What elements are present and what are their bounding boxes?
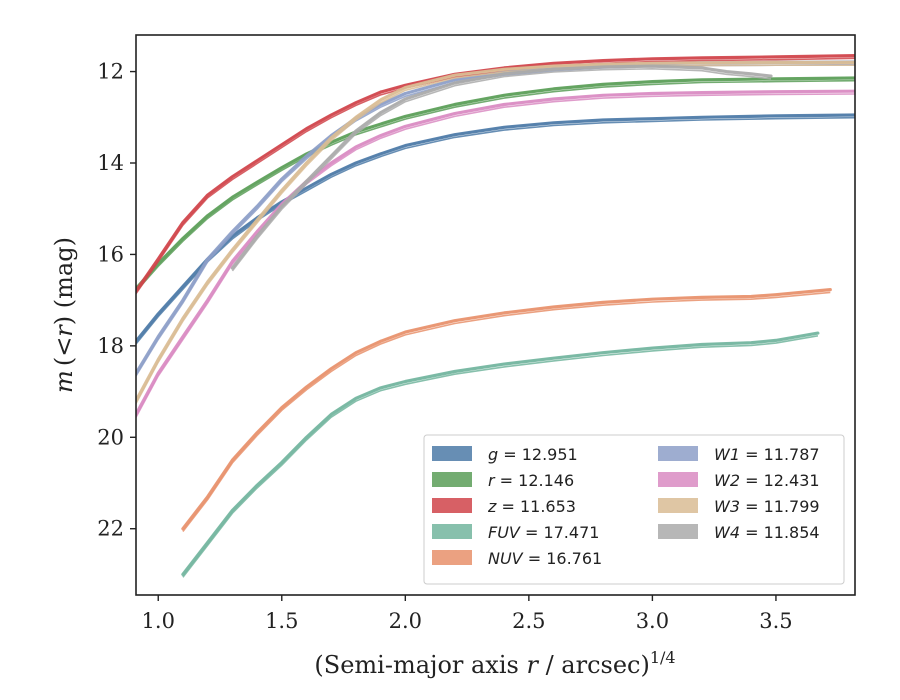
- y-tick-label: 20: [97, 425, 124, 449]
- series-w4: [230, 64, 773, 272]
- x-tick-label: 1.0: [142, 609, 175, 633]
- legend-entry-w1: W1 = 11.787: [658, 445, 820, 464]
- series-line-secondary: [136, 93, 855, 418]
- x-tick-label: 2.5: [512, 609, 545, 633]
- legend-entry-fuv: FUV = 17.471: [432, 523, 599, 542]
- x-axis-ticks: 1.0 1.5 2.0 2.5 3.0 3.5: [142, 595, 793, 633]
- legend-label: z = 11.653: [487, 497, 576, 516]
- series-line: [230, 64, 773, 270]
- y-tick-label: 16: [97, 242, 124, 266]
- x-tick-label: 2.0: [389, 609, 422, 633]
- y-tick-label: 14: [97, 151, 124, 175]
- series-layer: [136, 54, 855, 578]
- legend-label: r = 12.146: [488, 471, 574, 490]
- legend-entry-z: z = 11.653: [432, 497, 576, 516]
- legend-swatch: [432, 498, 472, 513]
- series-z: [136, 54, 855, 295]
- series-line-secondary: [136, 79, 855, 293]
- legend-swatch: [658, 524, 698, 539]
- legend-box: [423, 434, 845, 585]
- legend-swatch: [432, 446, 472, 461]
- legend-label: W2 = 12.431: [714, 471, 820, 490]
- legend-entry-w2: W2 = 12.431: [658, 471, 820, 490]
- legend-swatch: [658, 446, 698, 461]
- series-line-secondary: [231, 68, 772, 272]
- legend-swatch: [658, 472, 698, 487]
- y-tick-label: 12: [97, 60, 124, 84]
- series-line-secondary: [182, 335, 819, 578]
- legend-entry-g: g = 12.951: [432, 445, 578, 464]
- y-tick-label: 22: [97, 517, 124, 541]
- series-line: [181, 288, 832, 531]
- legend-entry-r: r = 12.146: [432, 471, 574, 490]
- series-line: [136, 54, 855, 293]
- x-tick-label: 3.0: [636, 609, 669, 633]
- plot-frame: [135, 34, 856, 596]
- legend-entries: g = 12.951 r = 12.146 z = 11.653 FUV = 17.4…: [432, 445, 820, 568]
- x-tick-label: 1.5: [265, 609, 298, 633]
- series-line-secondary: [182, 291, 831, 532]
- series-nuv: [181, 288, 832, 532]
- series-r: [136, 76, 855, 293]
- series-line: [136, 76, 855, 291]
- y-tick-label: 18: [97, 334, 124, 358]
- x-axis-label: (Semi-major axis r / arcsec)1/4: [314, 648, 675, 679]
- x-tick-label: 3.5: [759, 609, 792, 633]
- series-line: [181, 331, 820, 576]
- legend-label: W1 = 11.787: [714, 445, 820, 464]
- series-w2: [136, 89, 855, 418]
- legend-label: NUV = 16.761: [488, 549, 602, 568]
- series-line: [136, 60, 855, 403]
- legend-swatch: [432, 472, 472, 487]
- legend-swatch: [432, 550, 472, 565]
- series-line: [136, 89, 855, 416]
- legend-entry-nuv: NUV = 16.761: [432, 549, 602, 568]
- legend-swatch: [658, 498, 698, 513]
- series-fuv: [181, 331, 820, 578]
- legend-entry-w4: W4 = 11.854: [658, 523, 820, 542]
- legend-label: FUV = 17.471: [488, 523, 599, 542]
- legend-label: W3 = 11.799: [714, 497, 820, 516]
- legend-label: W4 = 11.854: [714, 523, 820, 542]
- legend-swatch: [432, 524, 472, 539]
- series-line-secondary: [136, 57, 855, 295]
- legend-entry-w3: W3 = 11.799: [658, 497, 820, 516]
- y-axis-label: m(<r) (mag): [50, 237, 78, 393]
- legend-label: g = 12.951: [488, 445, 578, 464]
- legend: g = 12.951 r = 12.146 z = 11.653 FUV = 17.4…: [423, 434, 845, 585]
- y-axis-ticks: 12 14 16 18 20 22: [97, 60, 136, 541]
